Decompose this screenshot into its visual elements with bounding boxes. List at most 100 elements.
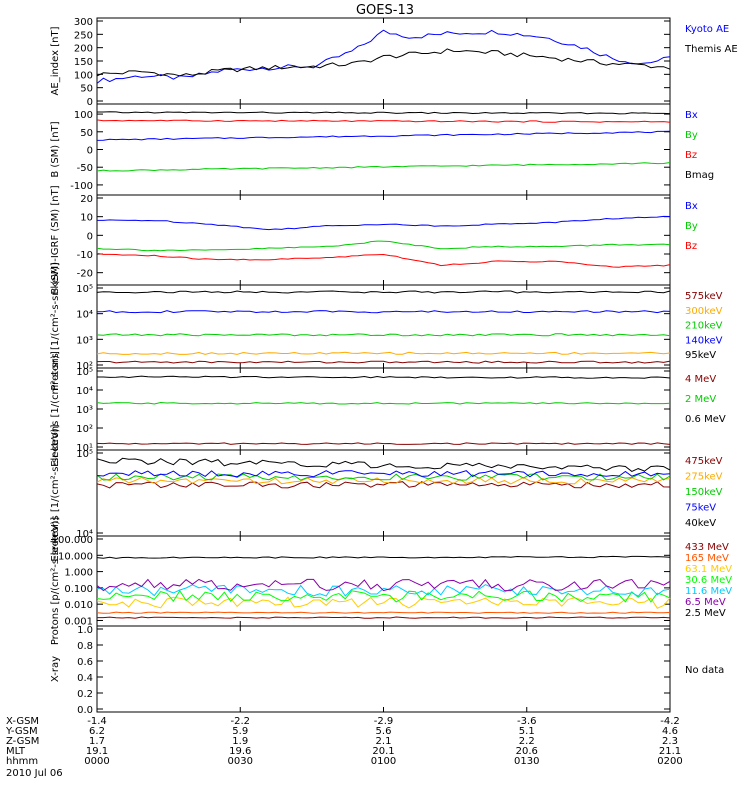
series-line [96, 252, 671, 268]
y-tick-label: 1.0 [77, 625, 93, 636]
no-data-note: No data [685, 665, 724, 676]
x-axis-value: 0100 [371, 756, 396, 767]
y-tick-label: -100 [70, 181, 93, 192]
legend-entry: Bx [685, 110, 698, 121]
legend-entry: 165 MeV [685, 553, 729, 564]
legend-entry: Kyoto AE [685, 24, 729, 35]
series-line [96, 290, 671, 294]
y-tick-label: 0.100 [64, 584, 93, 595]
y-tick-label: 10¹ [76, 443, 93, 454]
legend-entry: 4 MeV [685, 374, 716, 385]
y-tick-label: 0 [87, 97, 93, 108]
x-axis-value: -1.4 [87, 716, 107, 727]
legend-entry: 30.6 MeV [685, 575, 732, 586]
y-tick-label: 150 [74, 57, 93, 68]
series-line [96, 470, 671, 478]
y-tick-label: 300 [74, 17, 93, 28]
x-axis-value: 0030 [228, 756, 253, 767]
y-tick-label: 10⁴ [76, 310, 93, 321]
x-axis-value: 6.2 [89, 726, 105, 737]
panel-y-label: AE_index [nT] [50, 26, 61, 95]
legend-entry: 40keV [685, 518, 716, 529]
y-tick-label: 250 [74, 30, 93, 41]
x-axis-row-label: Y-GSM [5, 726, 38, 737]
legend-entry: Themis AE [684, 44, 738, 55]
y-tick-label: 0 [87, 231, 93, 242]
legend-entry: 2 MeV [685, 394, 716, 405]
x-axis-value: 20.6 [516, 746, 538, 757]
series-line [96, 477, 671, 485]
y-tick-label: -20 [77, 269, 93, 280]
legend-entry: 6.5 MeV [685, 597, 726, 608]
y-tick-label: 10³ [76, 405, 93, 416]
y-tick-label: 10² [76, 424, 93, 435]
legend-entry: 475keV [685, 456, 723, 467]
x-axis-value: 0200 [657, 756, 682, 767]
x-axis-value: 0130 [514, 756, 539, 767]
panel-y-label: Protons [1/(cm²-s-sr-keV)] [50, 262, 61, 390]
series-line [96, 596, 671, 609]
legend-entry: 300keV [685, 306, 723, 317]
legend-entry: 140keV [685, 335, 723, 346]
x-axis-value: 4.6 [662, 726, 678, 737]
legend-entry: By [685, 221, 698, 232]
y-tick-label: 0.4 [77, 673, 93, 684]
y-tick-label: 200 [74, 44, 93, 55]
y-tick-label: 1.000 [64, 568, 93, 579]
series-line [96, 589, 671, 603]
legend-entry: Bx [685, 201, 698, 212]
legend-entry: Bmag [685, 170, 714, 181]
y-tick-label: 10⁵ [76, 284, 93, 295]
y-tick-label: 50 [80, 128, 93, 139]
x-axis-value: 2.3 [662, 736, 678, 747]
y-tick-label: 0.0 [77, 705, 93, 716]
series-line [96, 360, 671, 364]
legend-entry: 63.1 MeV [685, 564, 732, 575]
x-axis-value: 1.9 [232, 736, 248, 747]
legend-entry: 11.6 MeV [685, 586, 732, 597]
legend-entry: 75keV [685, 503, 716, 514]
x-axis-value: 19.1 [86, 746, 108, 757]
x-axis-value: -3.6 [517, 716, 537, 727]
panel-frame [96, 449, 671, 537]
y-tick-label: 100.000 [52, 535, 93, 546]
y-tick-label: 10 [80, 213, 93, 224]
x-axis-value: 20.1 [372, 746, 394, 757]
x-axis-value: 5.6 [376, 726, 392, 737]
y-tick-label: 0.2 [77, 689, 93, 700]
x-axis-value: 2.2 [519, 736, 535, 747]
legend-entry: Bz [685, 150, 697, 161]
panel-frame [96, 194, 671, 286]
y-tick-label: -50 [77, 163, 93, 174]
legend-entry: 210keV [685, 321, 723, 332]
date-label: 2010 Jul 06 [6, 768, 63, 779]
series-line [96, 119, 671, 123]
legend-entry: 2.5 MeV [685, 608, 726, 619]
series-line [97, 375, 671, 379]
panel-frame [96, 284, 671, 369]
series-line [96, 351, 671, 355]
y-tick-label: 50 [80, 84, 93, 95]
x-axis-row-label: MLT [6, 746, 26, 757]
panel-y-label: B (SM)-IGRF (SM) [nT] [50, 185, 61, 294]
panel-frame [96, 367, 671, 451]
series-line [96, 162, 671, 172]
series-line [96, 578, 671, 592]
x-axis-value: 19.6 [229, 746, 251, 757]
legend-entry: 0.6 MeV [685, 414, 726, 425]
legend-entry: 275keV [685, 472, 723, 483]
x-axis-value: -4.2 [660, 716, 680, 727]
panel-y-label: B (SM) [nT] [50, 121, 61, 177]
x-axis-value: -2.2 [230, 716, 250, 727]
panel-frame [96, 625, 671, 713]
legend-entry: 95keV [685, 350, 716, 361]
panel-y-label: Electrons [1/(cm²-s-sr)] [50, 351, 61, 467]
y-tick-label: 10² [76, 361, 93, 372]
series-line [96, 473, 671, 481]
series-line [97, 616, 671, 619]
series-line [96, 401, 671, 405]
y-tick-label: 10⁵ [76, 367, 93, 378]
plot-title: GOES-13 [356, 3, 414, 18]
series-line [96, 48, 671, 77]
